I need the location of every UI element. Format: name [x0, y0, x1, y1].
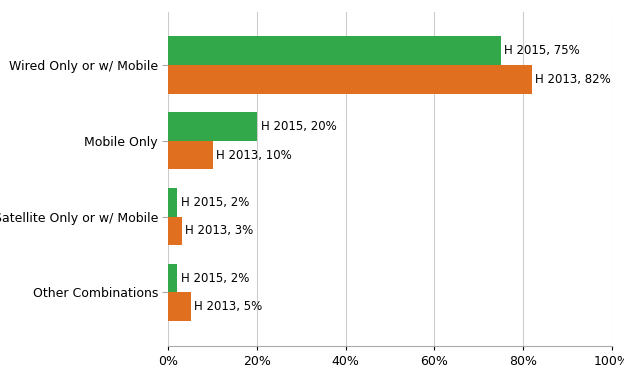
- Text: H 2015, 2%: H 2015, 2%: [181, 271, 249, 285]
- Text: H 2015, 75%: H 2015, 75%: [504, 44, 580, 57]
- Bar: [168, 141, 213, 169]
- Text: H 2013, 82%: H 2013, 82%: [535, 73, 611, 86]
- Bar: [168, 188, 177, 217]
- Bar: [168, 112, 257, 141]
- Text: H 2015, 20%: H 2015, 20%: [261, 120, 336, 132]
- Bar: [168, 293, 191, 321]
- Bar: [168, 65, 532, 94]
- Text: H 2013, 5%: H 2013, 5%: [194, 300, 263, 313]
- Text: H 2015, 2%: H 2015, 2%: [181, 195, 249, 209]
- Text: H 2013, 3%: H 2013, 3%: [185, 225, 253, 237]
- Bar: [168, 263, 177, 293]
- Text: H 2013, 10%: H 2013, 10%: [217, 149, 292, 162]
- Bar: [168, 217, 182, 245]
- Bar: [168, 36, 500, 65]
